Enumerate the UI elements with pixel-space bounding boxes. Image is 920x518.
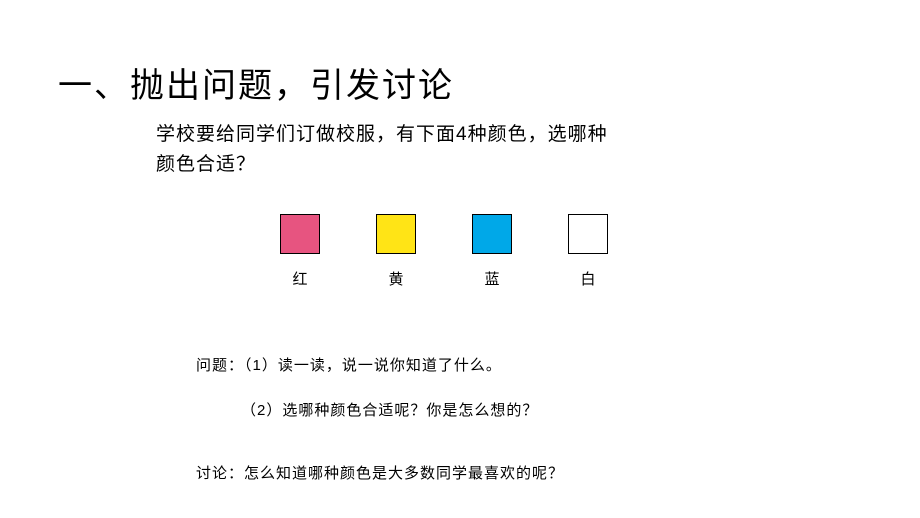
swatch-label-red: 红	[292, 268, 307, 289]
swatch-item-red: 红	[280, 214, 320, 289]
discussion-block: 讨论：怎么知道哪种颜色是大多数同学最喜欢的呢？	[196, 462, 564, 483]
intro-line-2: 颜色合适？	[156, 154, 256, 175]
discussion-text: 怎么知道哪种颜色是大多数同学最喜欢的呢？	[244, 465, 564, 482]
discussion-label: 讨论：	[196, 465, 244, 482]
color-swatch-row: 红 黄 蓝 白	[280, 214, 608, 289]
questions-block: 问题：（1）读一读，说一说你知道了什么。 （2）选哪种颜色合适呢？你是怎么想的？	[196, 354, 538, 444]
swatch-blue	[472, 214, 512, 254]
swatch-item-white: 白	[568, 214, 608, 289]
swatch-label-yellow: 黄	[388, 268, 403, 289]
swatch-label-blue: 蓝	[484, 268, 499, 289]
swatch-item-yellow: 黄	[376, 214, 416, 289]
swatch-red	[280, 214, 320, 254]
intro-text: 学校要给同学们订做校服，有下面4种颜色，选哪种 颜色合适？	[156, 120, 608, 181]
swatch-label-white: 白	[580, 268, 595, 289]
question-2: （2）选哪种颜色合适呢？你是怎么想的？	[241, 402, 538, 419]
question-label: 问题：	[196, 357, 244, 374]
swatch-white	[568, 214, 608, 254]
section-heading: 一、抛出问题，引发讨论	[58, 58, 454, 107]
swatch-item-blue: 蓝	[472, 214, 512, 289]
swatch-yellow	[376, 214, 416, 254]
intro-line-1: 学校要给同学们订做校服，有下面4种颜色，选哪种	[156, 124, 608, 145]
question-1: （1）读一读，说一说你知道了什么。	[244, 357, 502, 374]
